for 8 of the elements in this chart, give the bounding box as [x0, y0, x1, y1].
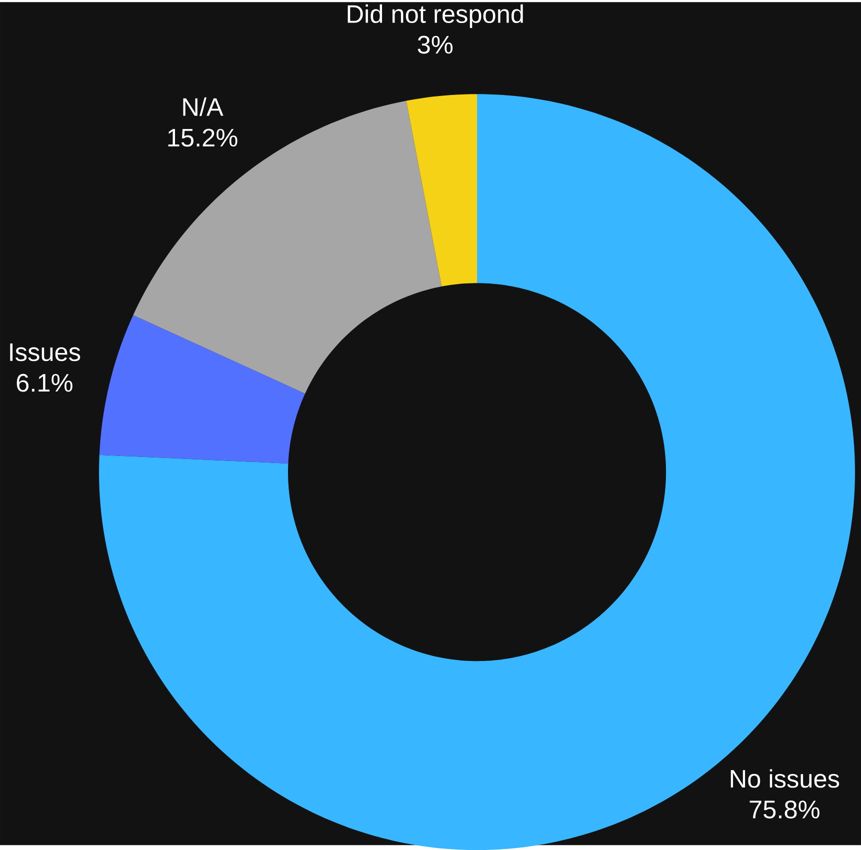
slice-label: N/A	[183, 97, 224, 116]
data-label: 6.1%	[16, 374, 72, 392]
data-label: 15.2%	[168, 128, 238, 147]
data-label: 75.8%	[750, 800, 820, 818]
slice-label: Issues	[10, 343, 80, 362]
slice-label: No issues	[730, 769, 840, 788]
data-label: 3%	[418, 36, 453, 54]
slice-label: Did not respond	[348, 4, 523, 28]
